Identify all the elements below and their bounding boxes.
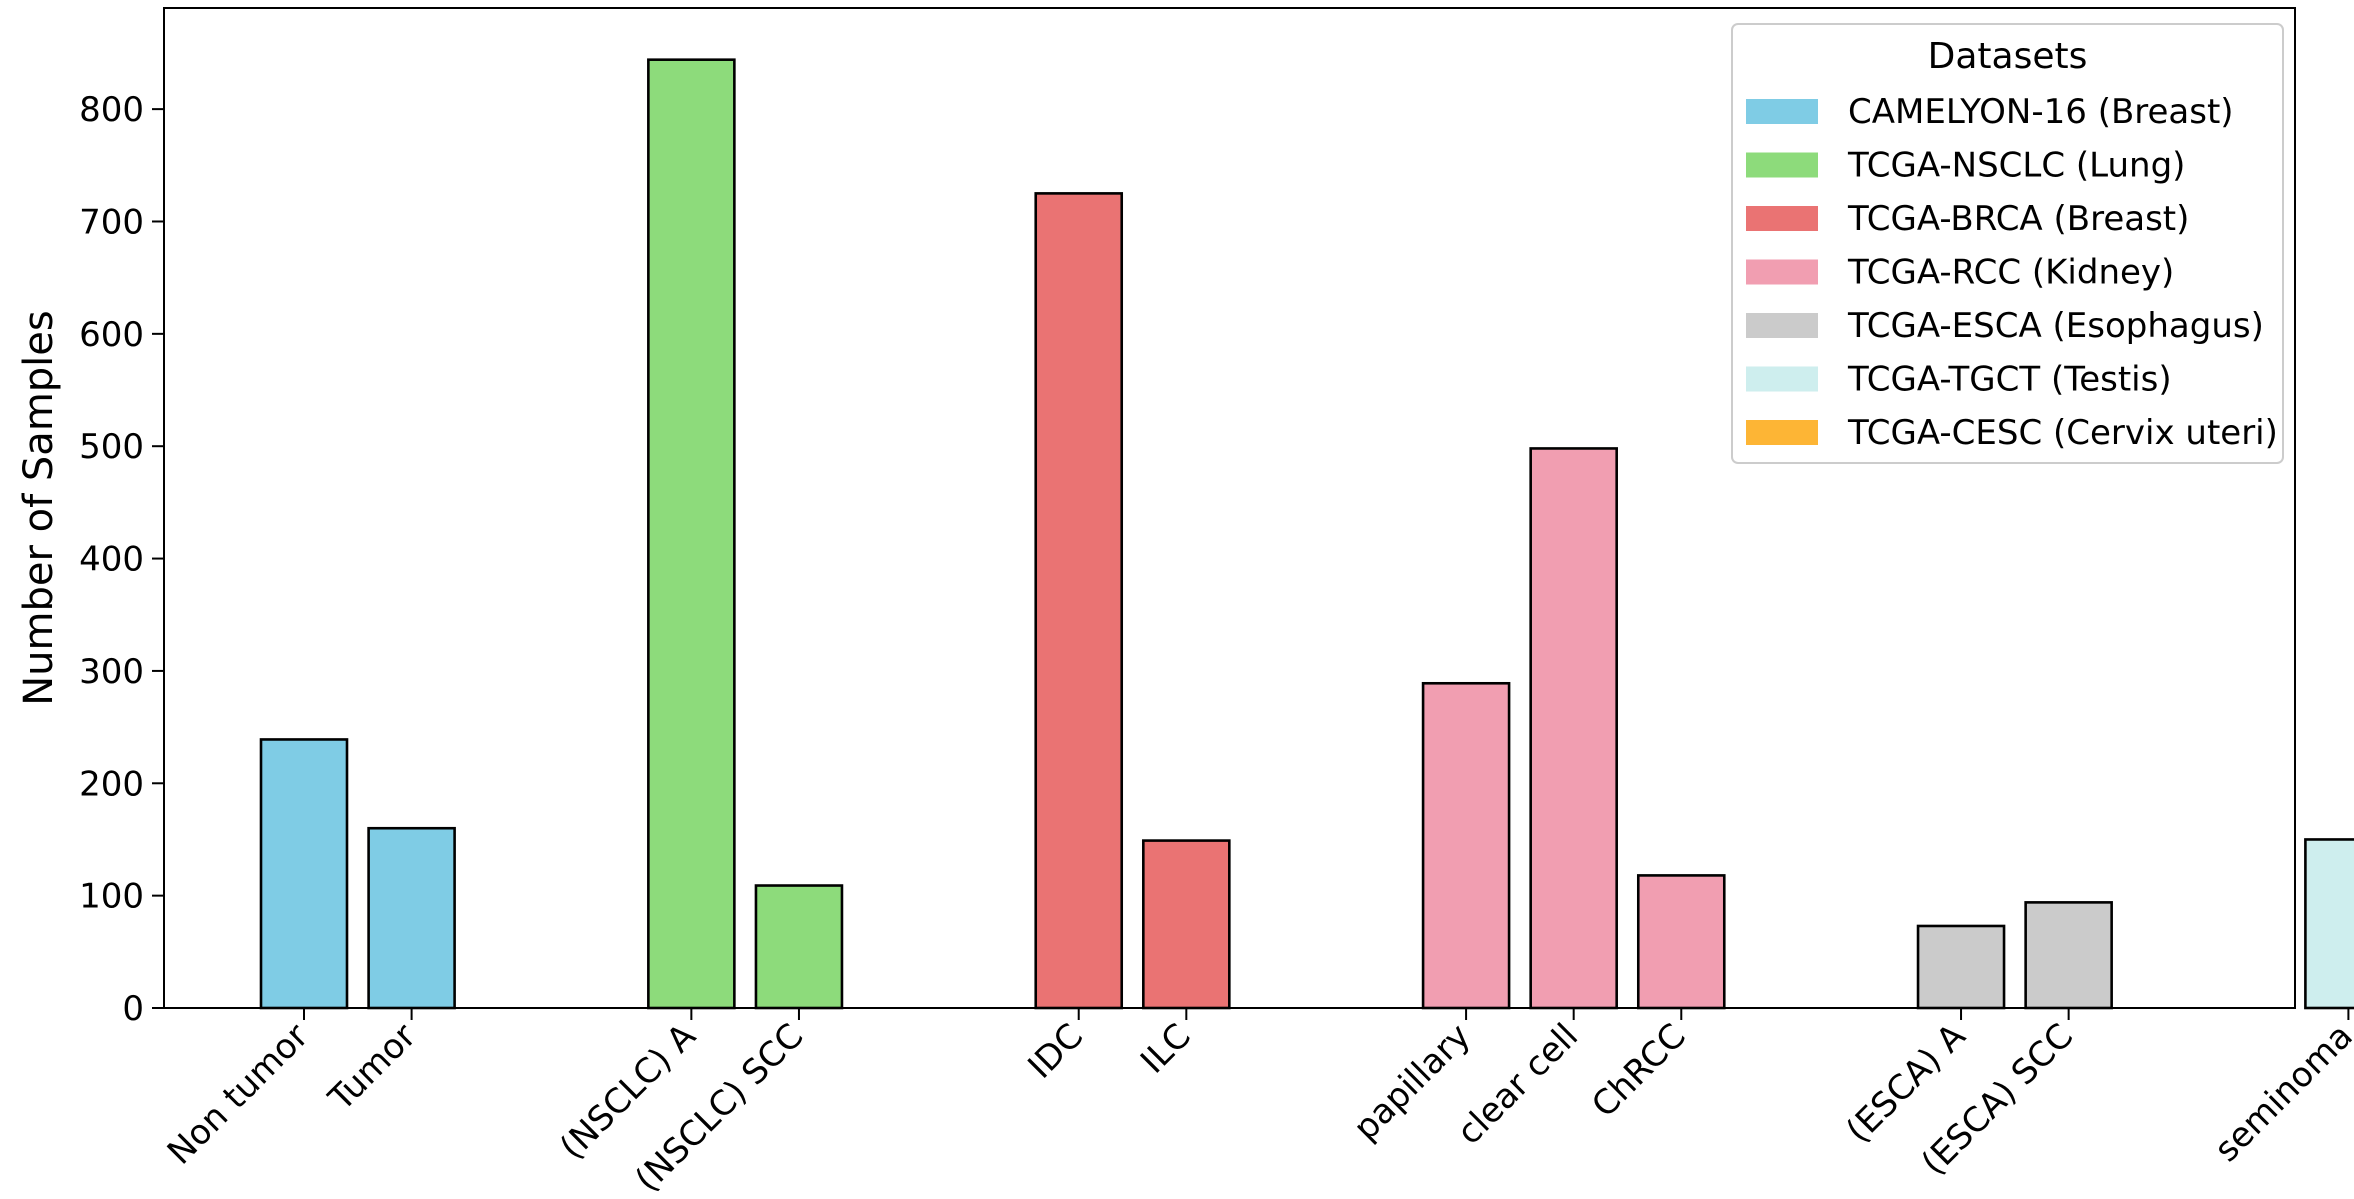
y-tick-label: 400 xyxy=(79,540,144,580)
bar xyxy=(647,58,736,1010)
y-tick-label: 500 xyxy=(79,427,144,467)
bar xyxy=(1529,447,1618,1010)
y-tick-label: 0 xyxy=(122,989,144,1029)
bars-layer xyxy=(259,58,2354,1010)
plot-frame xyxy=(163,7,2296,1009)
y-tick-label: 700 xyxy=(79,202,144,242)
legend-swatch xyxy=(1746,152,1818,178)
legend-label: CAMELYON-16 (Breast) xyxy=(1848,92,2234,132)
bar xyxy=(2304,838,2354,1010)
y-tick-label: 800 xyxy=(79,90,144,130)
legend-label: TCGA-BRCA (Breast) xyxy=(1847,199,2189,239)
legend-label: TCGA-CESC (Cervix uteri) xyxy=(1847,413,2278,453)
legend-title: Datasets xyxy=(1928,36,2088,77)
bar xyxy=(367,826,456,1010)
x-tick-label: Tumor xyxy=(321,1016,424,1119)
legend-swatch xyxy=(1746,420,1818,445)
bar xyxy=(1636,874,1726,1010)
x-tick-label: Non tumor xyxy=(160,1016,317,1173)
y-tick-label: 200 xyxy=(79,764,144,804)
y-axis-label: Number of Samples xyxy=(16,310,62,706)
legend-swatch xyxy=(1746,313,1818,338)
legend-swatch xyxy=(1746,259,1818,285)
legend-box xyxy=(1731,23,2284,464)
legend-label: TCGA-TGCT (Testis) xyxy=(1847,360,2172,400)
legend-swatch xyxy=(1746,366,1818,392)
bar xyxy=(259,738,349,1010)
legend-swatch xyxy=(1746,206,1818,231)
x-tick-label: IDC xyxy=(1020,1016,1091,1087)
bar xyxy=(1034,192,1124,1010)
y-tick-label: 600 xyxy=(79,315,144,355)
legend: Datasets CAMELYON-16 (Breast) TCGA-NSCLC (… xyxy=(1731,23,2284,464)
x-tick-label: ILC xyxy=(1133,1016,1199,1082)
legend-label: TCGA-NSCLC (Lung) xyxy=(1847,146,2185,186)
y-tick-label: 100 xyxy=(79,877,144,917)
bar xyxy=(1142,839,1231,1010)
legend-swatch xyxy=(1746,99,1818,124)
bar xyxy=(2024,901,2113,1010)
bar xyxy=(1421,681,1511,1010)
x-tick-label: ChRCC xyxy=(1584,1016,1693,1125)
legend-label: TCGA-RCC (Kidney) xyxy=(1847,253,2174,293)
legend-label: TCGA-ESCA (Esophagus) xyxy=(1847,306,2264,346)
y-tick-label: 300 xyxy=(79,652,144,692)
x-tick-label: seminoma xyxy=(2207,1016,2354,1170)
bar xyxy=(1916,924,2006,1010)
bar xyxy=(754,884,844,1010)
